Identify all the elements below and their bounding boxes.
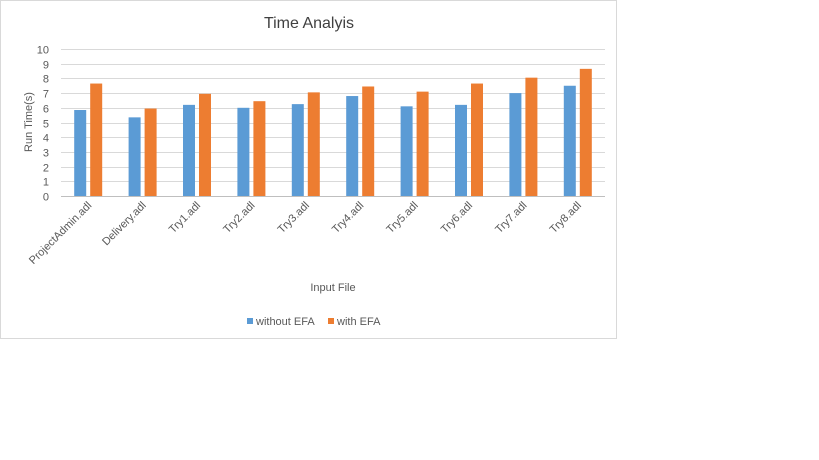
- y-tick-label: 7: [43, 89, 49, 101]
- x-tick-label: ProjectAdmin.adl: [27, 200, 94, 267]
- bar-with-efa: [307, 92, 320, 196]
- bar-without-efa: [183, 104, 195, 196]
- bar-without-efa: [291, 104, 304, 196]
- x-tick-label: Try4.adl: [330, 200, 366, 236]
- x-tick-label: Try5.adl: [384, 200, 420, 236]
- x-tick-label: Try6.adl: [439, 200, 475, 236]
- y-tick-label: 4: [43, 133, 49, 145]
- y-tick-label: 2: [43, 163, 49, 175]
- bar-with-efa: [362, 86, 375, 196]
- legend-label: with EFA: [336, 316, 381, 328]
- y-tick-label: 3: [43, 148, 49, 160]
- legend-swatch: [247, 318, 253, 324]
- bar-with-efa: [144, 108, 157, 196]
- chart-title: Time Analyis: [264, 15, 354, 32]
- bar-with-efa: [199, 93, 211, 196]
- y-tick-label: 5: [43, 119, 49, 131]
- gridlines: [61, 49, 605, 197]
- bar-without-efa: [237, 107, 250, 196]
- x-axis-ticks: ProjectAdmin.adl Delivery.adl Try1.adl Try2…: [27, 200, 584, 267]
- x-tick-label: Delivery.adl: [100, 200, 149, 249]
- y-axis-title: Run Time(s): [23, 92, 35, 152]
- x-tick-label: Try1.adl: [167, 200, 203, 236]
- chart-container: Time Analyis 0 1 2 3 4 5 6 7 8 9 10 ProjectAdmin.a…: [0, 0, 617, 339]
- x-tick-label: Try7.adl: [493, 200, 529, 236]
- bar-with-efa: [471, 83, 483, 196]
- y-tick-label: 1: [43, 177, 49, 189]
- bar-without-efa: [346, 96, 359, 196]
- bar-with-efa: [416, 91, 429, 196]
- legend-swatch: [328, 318, 334, 324]
- x-tick-label: Try8.adl: [548, 200, 584, 236]
- y-tick-label: 10: [37, 45, 49, 57]
- bar-with-efa: [579, 68, 592, 196]
- x-axis-title: Input File: [310, 282, 355, 294]
- bar-without-efa: [400, 106, 413, 196]
- y-tick-label: 9: [43, 60, 49, 72]
- x-tick-label: Try3.adl: [276, 200, 312, 236]
- y-tick-label: 8: [43, 74, 49, 86]
- legend-label: without EFA: [255, 316, 315, 328]
- bar-with-efa: [525, 77, 538, 196]
- y-axis-ticks: 0 1 2 3 4 5 6 7 8 9 10: [37, 45, 49, 204]
- y-tick-label: 0: [43, 192, 49, 204]
- bar-with-efa: [253, 101, 266, 196]
- y-tick-label: 6: [43, 104, 49, 116]
- bar-chart: Time Analyis 0 1 2 3 4 5 6 7 8 9 10 ProjectAdmin.a…: [23, 15, 605, 328]
- bar-without-efa: [128, 117, 141, 196]
- bar-without-efa: [455, 104, 467, 196]
- bar-without-efa: [74, 110, 87, 196]
- bar-without-efa: [509, 93, 522, 196]
- bars: [74, 68, 592, 196]
- bar-without-efa: [563, 85, 576, 196]
- bar-with-efa: [90, 83, 103, 196]
- legend: without EFA with EFA: [247, 316, 381, 328]
- x-tick-label: Try2.adl: [221, 200, 257, 236]
